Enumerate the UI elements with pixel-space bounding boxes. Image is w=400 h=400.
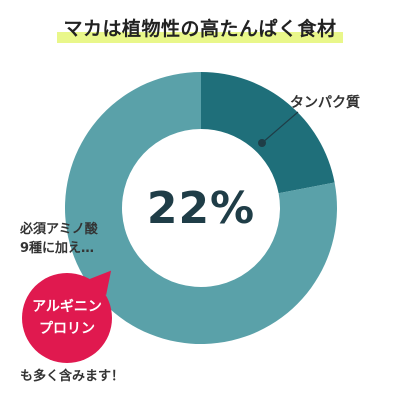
highlight-badge: アルギニン プロリン xyxy=(22,273,112,363)
label-pointer-line xyxy=(261,111,299,144)
center-percentage: 22% xyxy=(146,183,256,234)
donut-slice-1 xyxy=(64,72,337,345)
amino-acid-note: 必須アミノ酸 9種に加え… xyxy=(20,220,98,258)
note-line-2: 9種に加え… xyxy=(20,241,95,256)
slice-label-protein: タンパク質 xyxy=(290,95,360,111)
chart-title: マカは植物性の高たんぱく食材 xyxy=(57,14,343,43)
badge-line-2: プロリン xyxy=(39,321,95,337)
badge-line-1: アルギニン xyxy=(32,299,102,315)
title-wrap: マカは植物性の高たんぱく食材 xyxy=(0,14,400,43)
donut-slice-0 xyxy=(201,72,335,194)
footer-note: も多く含みます！ xyxy=(20,369,125,384)
note-line-1: 必須アミノ酸 xyxy=(20,222,98,237)
